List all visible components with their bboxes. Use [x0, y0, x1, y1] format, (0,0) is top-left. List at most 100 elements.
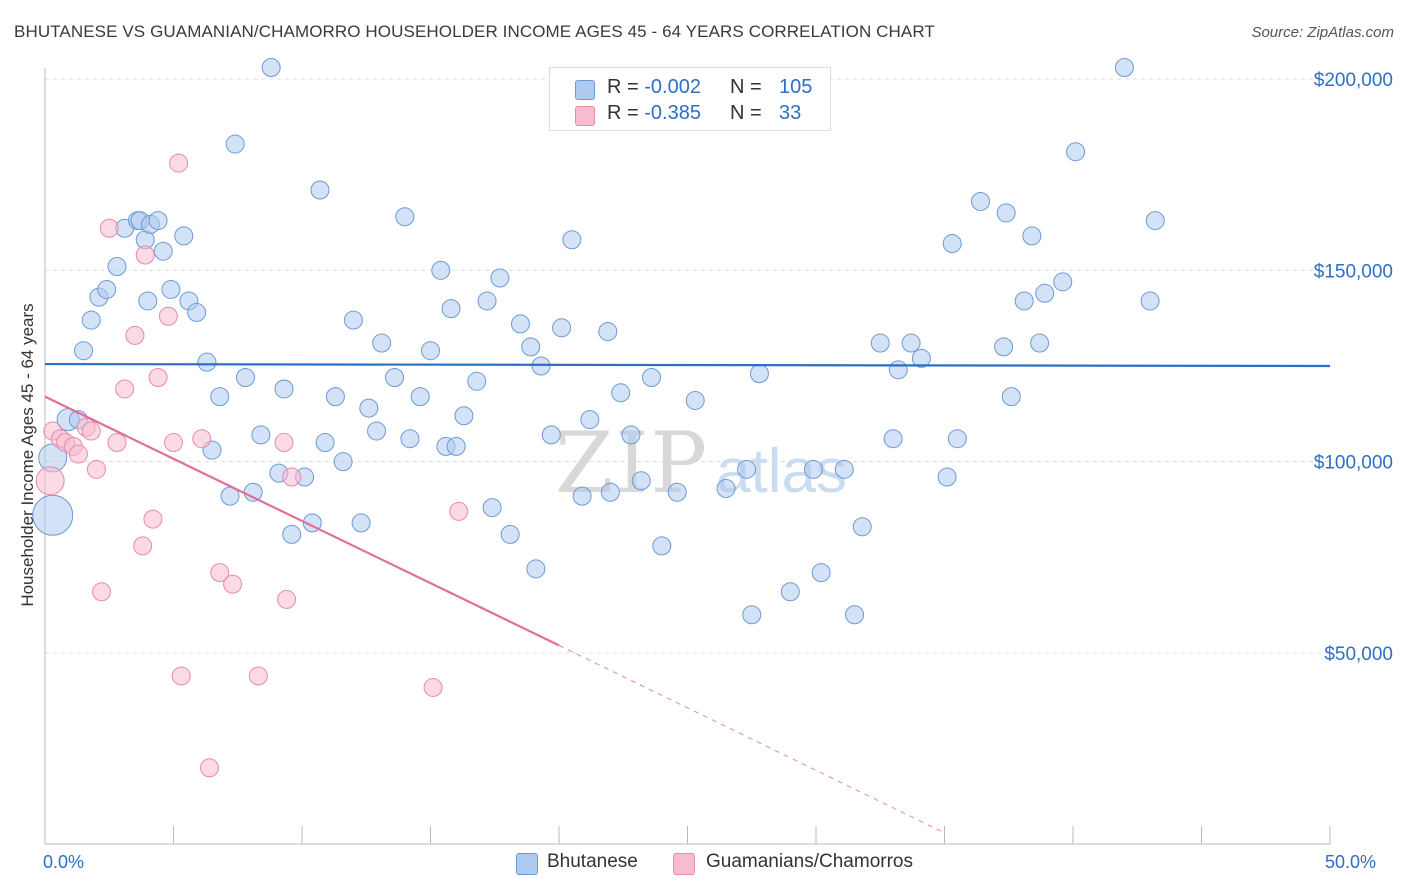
- legend-r-value: -0.385: [644, 102, 701, 124]
- point-guamanian: [169, 153, 189, 173]
- point-bhutanese: [970, 191, 990, 211]
- point-bhutanese: [642, 367, 662, 387]
- point-bhutanese: [749, 364, 769, 384]
- point-guamanian: [107, 433, 127, 453]
- point-bhutanese: [454, 406, 474, 426]
- point-bhutanese: [834, 459, 854, 479]
- point-bhutanese: [421, 341, 440, 361]
- point-guamanian: [449, 501, 469, 521]
- point-bhutanese: [274, 379, 294, 399]
- point-bhutanese: [174, 226, 194, 246]
- point-bhutanese: [572, 486, 592, 506]
- point-bhutanese: [74, 341, 94, 361]
- point-guamanian: [92, 582, 112, 602]
- point-bhutanese: [500, 524, 520, 544]
- legend-r-value: -0.002: [644, 76, 701, 98]
- point-guamanian: [148, 367, 168, 387]
- point-bhutanese: [526, 559, 546, 579]
- point-guamanian: [68, 444, 88, 464]
- point-bhutanese: [996, 203, 1016, 223]
- point-bhutanese: [1140, 291, 1160, 311]
- point-bhutanese: [343, 310, 363, 330]
- point-guamanian: [99, 218, 119, 238]
- point-bhutanese: [1035, 283, 1055, 303]
- point-bhutanese: [942, 234, 962, 254]
- point-guamanian: [135, 245, 155, 265]
- point-bhutanese: [138, 291, 158, 311]
- y-tick-label: $200,000: [1314, 70, 1393, 91]
- bottom-legend-label: Guamanians/Chamorros: [706, 851, 913, 872]
- bottom-legend-label: Bhutanese: [547, 851, 638, 872]
- point-bhutanese: [385, 367, 405, 387]
- point-bhutanese: [359, 398, 379, 418]
- point-guamanian: [423, 677, 443, 697]
- point-bhutanese: [541, 425, 561, 445]
- point-bhutanese: [431, 260, 451, 280]
- point-bhutanese: [367, 421, 387, 441]
- point-bhutanese: [441, 299, 461, 319]
- x-tick-label-min: 0.0%: [43, 852, 85, 872]
- chart-title: BHUTANESE VS GUAMANIAN/CHAMORRO HOUSEHOL…: [14, 22, 935, 41]
- point-bhutanese: [580, 410, 600, 430]
- point-bhutanese: [1053, 272, 1073, 292]
- point-bhutanese: [210, 387, 230, 407]
- legend-r-label: R =: [607, 76, 639, 98]
- point-bhutanese: [521, 337, 541, 357]
- legend-n-value: 105: [779, 76, 813, 98]
- point-guamanian: [277, 589, 297, 609]
- trendline-guamanian: [44, 395, 560, 647]
- y-tick-label: $150,000: [1314, 261, 1393, 282]
- point-guamanian: [158, 306, 178, 326]
- point-guamanian: [199, 758, 219, 778]
- point-bhutanese: [552, 318, 572, 338]
- point-bhutanese: [870, 333, 890, 353]
- point-bhutanese: [611, 383, 631, 403]
- point-guamanian: [35, 466, 65, 496]
- point-bhutanese: [598, 322, 618, 342]
- point-guamanian: [143, 509, 163, 529]
- source-label: Source: ZipAtlas.com: [1251, 24, 1394, 41]
- point-bhutanese: [372, 333, 392, 353]
- point-bhutanese: [1014, 291, 1034, 311]
- legend-n-label: N =: [730, 102, 762, 124]
- legend-swatch-bhutanese: [575, 80, 595, 100]
- point-bhutanese: [737, 459, 757, 479]
- point-bhutanese: [600, 482, 620, 502]
- point-bhutanese: [1114, 58, 1134, 78]
- point-bhutanese: [97, 279, 117, 299]
- point-bhutanese: [888, 360, 908, 380]
- point-bhutanese: [153, 241, 173, 261]
- legend-n-value: 33: [779, 102, 802, 124]
- watermark-atlas: atlas: [716, 437, 847, 506]
- point-guamanian: [171, 666, 191, 686]
- point-bhutanese: [315, 433, 335, 453]
- point-guamanian: [223, 574, 243, 594]
- point-bhutanese: [351, 513, 371, 533]
- point-bhutanese: [282, 524, 302, 544]
- bottom-legend-swatch-bhutanese: [516, 853, 538, 875]
- point-bhutanese: [716, 478, 736, 498]
- trendline-bhutanese: [44, 362, 1331, 368]
- point-bhutanese: [395, 207, 415, 227]
- point-bhutanese: [477, 291, 497, 311]
- point-bhutanese: [482, 498, 502, 518]
- point-bhutanese: [490, 268, 510, 288]
- point-guamanian: [210, 563, 230, 583]
- legend-swatch-guamanians: [575, 106, 595, 126]
- point-bhutanese: [811, 563, 831, 583]
- point-guamanian: [164, 433, 183, 453]
- point-bhutanese: [187, 302, 207, 322]
- point-bhutanese: [32, 494, 74, 536]
- point-bhutanese: [410, 387, 430, 407]
- point-bhutanese: [325, 387, 345, 407]
- point-bhutanese: [333, 452, 353, 472]
- point-bhutanese: [621, 425, 641, 445]
- point-bhutanese: [148, 211, 168, 231]
- point-guamanian: [86, 459, 106, 479]
- point-bhutanese: [631, 471, 651, 491]
- point-guamanian: [248, 666, 268, 686]
- point-bhutanese: [883, 429, 903, 449]
- point-guamanian: [192, 429, 212, 449]
- point-bhutanese: [652, 536, 672, 556]
- point-bhutanese: [161, 279, 181, 299]
